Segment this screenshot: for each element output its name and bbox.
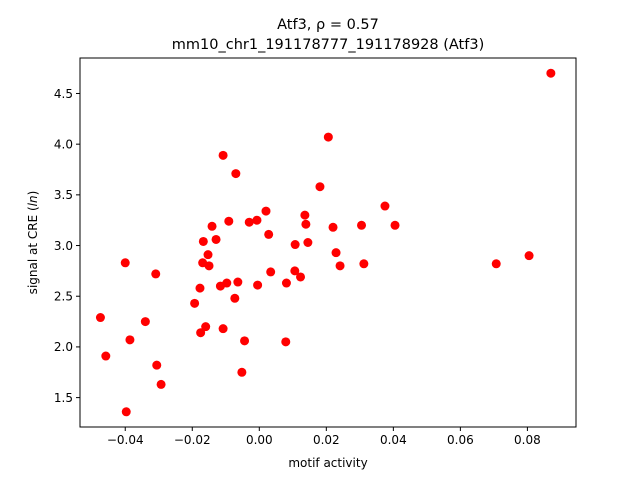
- scatter-point: [335, 261, 345, 271]
- scatter-point: [218, 324, 228, 334]
- scatter-point: [301, 219, 311, 229]
- scatter-point: [252, 215, 262, 225]
- y-tick-label: 2.5: [54, 290, 73, 304]
- scatter-point: [120, 258, 130, 268]
- y-tick-label: 4.5: [54, 87, 73, 101]
- scatter-point: [266, 267, 276, 277]
- y-tick-label: 3.5: [54, 188, 73, 202]
- x-tick-label: 0.06: [447, 433, 474, 447]
- scatter-point: [152, 360, 162, 370]
- x-tick-label: 0.02: [313, 433, 340, 447]
- y-tick-label: 3.0: [54, 239, 73, 253]
- y-axis-ticks: 1.5 2.0 2.5 3.0 3.5 4.0 4.5: [54, 87, 80, 405]
- scatter-point: [95, 313, 105, 323]
- scatter-point: [290, 266, 300, 276]
- scatter-point: [125, 335, 135, 345]
- scatter-point: [196, 328, 206, 338]
- y-tick-label: 4.0: [54, 137, 73, 151]
- scatter-point: [156, 379, 166, 389]
- scatter-point: [546, 68, 556, 78]
- x-tick-label: 0.08: [514, 433, 541, 447]
- scatter-point: [207, 221, 217, 231]
- y-axis-label: signal at CRE (ln): [26, 191, 40, 295]
- scatter-point: [253, 280, 263, 290]
- scatter-point: [231, 169, 241, 179]
- chart-title: Atf3, ρ = 0.57: [277, 17, 379, 33]
- x-tick-label: −0.04: [107, 433, 144, 447]
- scatter-point: [222, 278, 232, 288]
- scatter-point: [296, 272, 306, 282]
- y-tick-label: 1.5: [54, 391, 73, 405]
- scatter-point: [230, 293, 240, 303]
- scatter-point: [204, 261, 214, 271]
- scatter-point: [244, 217, 254, 227]
- y-tick-label: 2.0: [54, 340, 73, 354]
- scatter-point: [359, 259, 369, 269]
- scatter-point: [140, 317, 150, 327]
- scatter-point: [491, 259, 501, 269]
- scatter-point: [281, 278, 291, 288]
- points-layer: [95, 68, 556, 417]
- scatter-point: [264, 229, 274, 239]
- scatter-point: [121, 407, 131, 417]
- scatter-point: [233, 277, 243, 287]
- x-tick-label: 0.04: [380, 433, 407, 447]
- scatter-point: [303, 238, 313, 247]
- scatter-point: [190, 298, 200, 308]
- scatter-point: [224, 216, 234, 226]
- scatter-point: [300, 210, 310, 220]
- scatter-point: [237, 367, 247, 377]
- scatter-point: [290, 240, 300, 250]
- scatter-point: [198, 236, 208, 246]
- scatter-point: [195, 283, 205, 293]
- x-tick-label: −0.02: [174, 433, 211, 447]
- plot-frame: [79, 57, 577, 428]
- chart-subtitle: mm10_chr1_191178777_191178928 (Atf3): [172, 37, 484, 53]
- scatter-point: [281, 337, 291, 347]
- scatter-point: [390, 220, 400, 230]
- x-tick-label: 0.00: [246, 433, 273, 447]
- scatter-point: [101, 351, 111, 361]
- scatter-point: [203, 250, 213, 260]
- scatter-point: [323, 132, 333, 142]
- x-axis-label: motif activity: [288, 456, 367, 470]
- scatter-point: [357, 220, 367, 230]
- scatter-point: [261, 206, 271, 216]
- scatter-point: [211, 234, 221, 244]
- scatter-point: [331, 248, 341, 258]
- scatter-point: [315, 182, 325, 192]
- scatter-point: [201, 322, 211, 332]
- scatter-point: [151, 269, 161, 279]
- scatter-point: [240, 336, 250, 346]
- scatter-point: [380, 201, 390, 211]
- x-axis-ticks: −0.04 −0.02 0.00 0.02 0.04 0.06 0.08: [107, 427, 541, 447]
- scatter-point: [524, 251, 534, 261]
- scatter-point: [218, 150, 228, 160]
- scatter-point: [328, 222, 338, 232]
